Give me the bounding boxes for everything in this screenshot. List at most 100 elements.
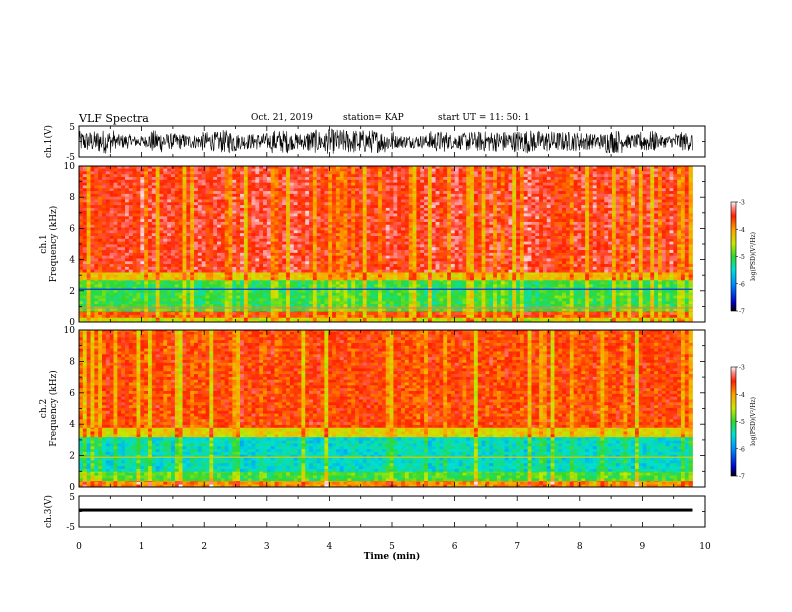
ch1-spectrogram-cell	[443, 303, 448, 307]
ch1-spectrogram-cell	[167, 300, 172, 304]
ch1-spectrogram-cell	[109, 258, 114, 262]
ch1-spectrogram-cell	[247, 311, 252, 313]
ch1-spectrogram-cell	[381, 303, 387, 307]
ch1-spectrogram-cell	[565, 297, 571, 302]
ch1-spectrogram-cell	[328, 283, 333, 288]
ch1-spectrogram-cell	[623, 277, 628, 281]
ch1-spectrogram-cell	[470, 292, 475, 296]
ch1-spectrogram-cell	[305, 279, 310, 282]
ch1-spectrogram-cell	[197, 289, 203, 293]
ch1-spectrogram-cell	[393, 274, 398, 278]
ch1-spectrogram-cell	[680, 319, 686, 323]
ch1-spectrogram-cell	[577, 292, 582, 296]
ch1-spectrogram-cell	[688, 314, 693, 318]
ch1-spectrogram-cell	[102, 295, 107, 299]
ch1-spectrogram-cell	[98, 300, 103, 304]
ch1-spectrogram-cell	[427, 286, 433, 290]
ch1-spectrogram-cell	[378, 260, 383, 265]
ch1-spectrogram-cell	[450, 279, 456, 282]
ch1-spectrogram-cell	[585, 252, 590, 256]
ch1-spectrogram-cell	[247, 314, 252, 318]
ch1-spectrogram-cell	[255, 281, 260, 285]
ch1-spectrogram-cell	[197, 274, 203, 278]
ch1-spectrogram-cell	[247, 300, 252, 304]
ch1-spectrogram-cell	[90, 319, 95, 323]
ch1-spectrogram-cell	[362, 317, 367, 320]
ch1-spectrogram-cell	[312, 311, 318, 313]
ch1-spectrogram-cell	[642, 260, 647, 265]
ch1-spectrogram-cell	[473, 241, 479, 245]
ch1-spectrogram-cell	[600, 255, 605, 259]
ch1-spectrogram-cell	[282, 308, 287, 312]
ch1-spectrogram-cell	[416, 295, 421, 299]
ch1-spectrogram-cell	[366, 241, 371, 245]
ch1-spectrogram-cell	[136, 289, 141, 293]
ch1-spectrogram-cell	[121, 252, 126, 256]
ch1-spectrogram-cell	[623, 246, 628, 251]
ch1-spectrogram-cell	[182, 300, 187, 304]
ch1-spectrogram-cell	[592, 255, 598, 259]
ch1-spectrogram-cell	[224, 289, 229, 293]
ch1-spectrogram-cell	[596, 311, 601, 315]
ch1-spectrogram-cell	[286, 314, 291, 318]
ch1-spectrogram-cell	[320, 255, 325, 259]
ch1-spectrogram-cell	[654, 269, 659, 273]
ch1-spectrogram-cell	[266, 249, 272, 253]
ch1-spectrogram-cell	[255, 244, 260, 248]
ch1-spectrogram-cell	[454, 241, 459, 245]
ch1-spectrogram-cell	[171, 249, 176, 253]
ch1-spectrogram-cell	[481, 314, 486, 318]
ch1-spectrogram-cell	[573, 311, 578, 313]
ch1-spectrogram-cell	[485, 258, 490, 262]
ch1-spectrogram-cell	[684, 279, 690, 282]
ch1-spectrogram-cell	[148, 319, 153, 323]
ch1-spectrogram-cell	[374, 292, 379, 296]
ch1-spectrogram-cell	[412, 258, 417, 262]
ch1-spectrogram-cell	[174, 252, 180, 256]
ch1-spectrogram-cell	[458, 311, 463, 313]
ch1-spectrogram-cell	[351, 317, 356, 320]
ch1-spectrogram-cell	[424, 277, 429, 281]
ch1-spectrogram-cell	[562, 260, 567, 265]
ch1-spectrogram-cell	[615, 311, 621, 315]
ch1-spectrogram-cell	[378, 279, 383, 282]
ch1-spectrogram-cell	[167, 260, 172, 265]
ch1-spectrogram-cell	[470, 289, 475, 293]
ch1-spectrogram-cell	[473, 283, 479, 288]
ch1-spectrogram-cell	[408, 241, 413, 245]
ch1-spectrogram-cell	[523, 319, 528, 323]
ch1-spectrogram-cell	[458, 295, 463, 299]
ch1-spectrogram-cell	[665, 260, 670, 265]
ch1-spectrogram-cell	[669, 295, 674, 299]
ch1-spectrogram-cell	[220, 319, 226, 323]
ch1-spectrogram-cell	[247, 319, 252, 323]
ch1-spectrogram-cell	[274, 260, 279, 265]
ch1-spectrogram-cell	[439, 283, 444, 288]
ch1-spectrogram-cell	[650, 319, 655, 323]
ch1-spectrogram-cell	[385, 266, 390, 270]
ch1-spectrogram-cell	[466, 319, 471, 323]
ch1-spectrogram-cell	[596, 286, 601, 290]
ch1-spectrogram-cell	[508, 314, 513, 318]
ch1-spectrogram-cell	[159, 303, 164, 307]
ch1-spectrogram-cell	[102, 260, 107, 265]
ch1-spectrogram-cell	[236, 252, 241, 256]
ch1-spectrogram-cell	[324, 281, 329, 285]
ch1-spectrogram-cell	[194, 317, 199, 320]
ch1-spectrogram-cell	[623, 249, 628, 253]
ch1-spectrogram-cell	[565, 311, 571, 313]
ch1-spectrogram-cell	[627, 289, 632, 293]
ch1-spectrogram-cell	[128, 255, 134, 259]
ch1-spectrogram-cell	[531, 300, 536, 304]
start-time-label: start UT = 11: 50: 1	[438, 113, 530, 123]
ch1-spectrogram-cell	[496, 244, 502, 248]
ch1-spectrogram-cell	[608, 279, 613, 282]
ch1-spectrogram-cell	[631, 279, 636, 282]
ch1-spectrogram-cell	[608, 295, 613, 299]
ch1-spectrogram-cell	[224, 303, 229, 307]
ch1-spectrogram-cell	[496, 308, 502, 312]
ch1-spectrogram-cell	[301, 279, 306, 282]
ch1-spectrogram-cell	[581, 272, 586, 275]
ch1-spectrogram-cell	[144, 277, 149, 281]
ch1-spectrogram-cell	[362, 244, 367, 248]
